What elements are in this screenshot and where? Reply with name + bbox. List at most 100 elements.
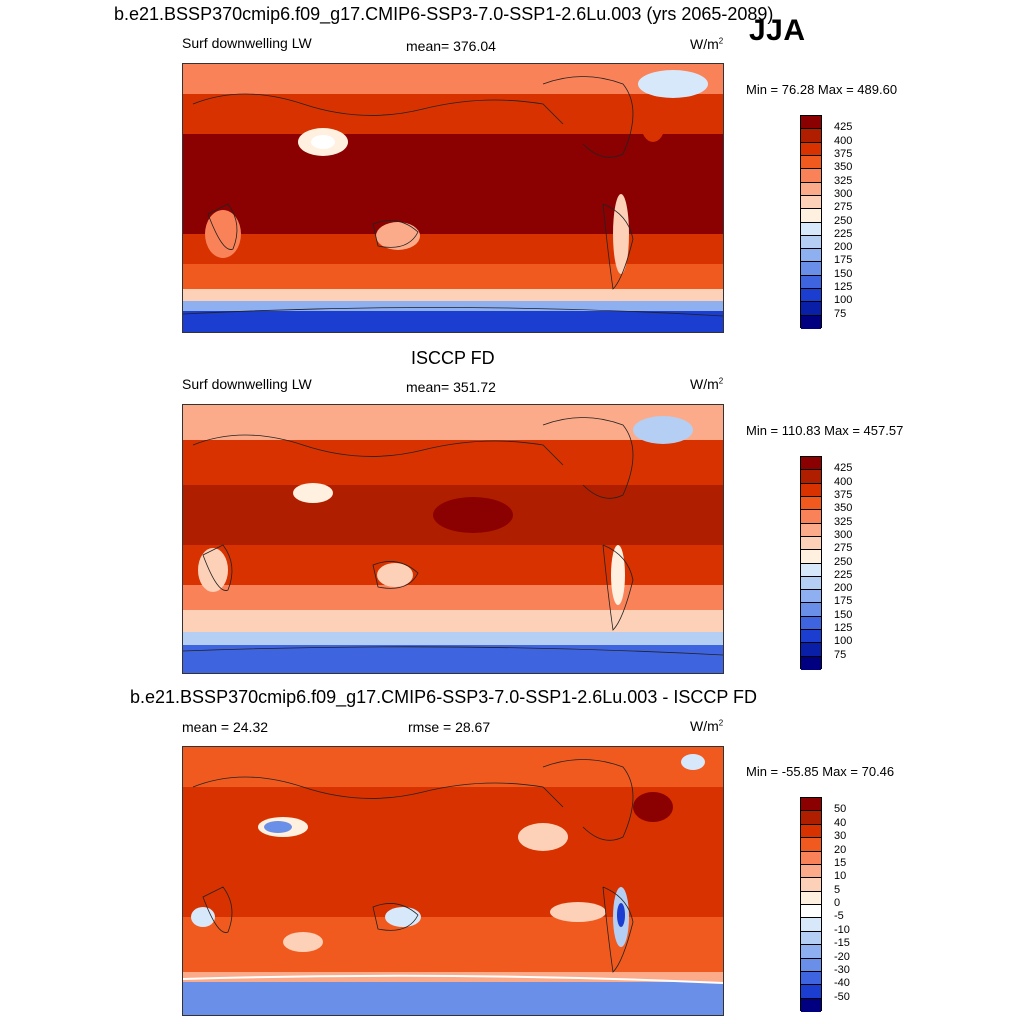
colorbar-tick-label: 40 <box>834 816 847 829</box>
colorbar-segment <box>801 905 821 919</box>
panel-1-colorbar <box>800 115 822 329</box>
figure-title: b.e21.BSSP370cmip6.f09_g17.CMIP6-SSP3-7.… <box>114 4 774 24</box>
colorbar-tick-label: 150 <box>834 267 853 280</box>
panel-1-map-svg <box>183 64 723 332</box>
panel-2-title: ISCCP FD <box>411 348 495 368</box>
panel-2-mean-label: mean= 351.72 <box>406 379 496 395</box>
colorbar-tick-label: 20 <box>834 843 847 856</box>
colorbar-tick-label: 50 <box>834 803 847 816</box>
colorbar-segment <box>801 838 821 852</box>
colorbar-tick-label: 300 <box>834 187 853 200</box>
colorbar-tick-label: -30 <box>834 963 850 976</box>
colorbar-tick-label: 150 <box>834 608 853 621</box>
colorbar-tick-label: 125 <box>834 622 853 635</box>
panel-2-variable-label: Surf downwelling LW <box>182 376 312 392</box>
colorbar-tick-label: 125 <box>834 281 853 294</box>
colorbar-segment <box>801 643 821 657</box>
colorbar-segment <box>801 931 821 946</box>
colorbar-segment <box>801 798 821 812</box>
colorbar-tick-label: 425 <box>834 121 853 134</box>
colorbar-segment <box>801 945 821 959</box>
colorbar-tick-label: 0 <box>834 897 841 909</box>
colorbar-tick-label: 400 <box>834 134 853 147</box>
panel-3-title: b.e21.BSSP370cmip6.f09_g17.CMIP6-SSP3-7.… <box>130 687 758 707</box>
colorbar-segment <box>801 998 821 1012</box>
colorbar-segment <box>801 985 821 999</box>
colorbar-segment <box>801 275 821 290</box>
colorbar-segment <box>801 470 821 484</box>
colorbar-segment <box>801 302 821 316</box>
colorbar-tick-label: 30 <box>834 830 847 843</box>
panel-3-rmse-label: rmse = 28.67 <box>408 719 491 735</box>
colorbar-tick-label: 100 <box>834 635 853 648</box>
colorbar-segment <box>801 590 821 604</box>
colorbar-tick-label: 375 <box>834 147 853 160</box>
panel-1-mean-label: mean= 376.04 <box>406 38 496 54</box>
colorbar-tick-label: 225 <box>834 568 853 581</box>
panel-1-variable-label: Surf downwelling LW <box>182 35 312 51</box>
colorbar-segment <box>801 918 821 932</box>
colorbar-segment <box>801 182 821 196</box>
colorbar-segment <box>801 616 821 631</box>
panel-3-minmax: Min = -55.85 Max = 70.46 <box>746 764 895 779</box>
colorbar-segment <box>801 550 821 564</box>
colorbar-tick-label: -10 <box>834 923 850 936</box>
colorbar-tick-label: 250 <box>834 214 853 227</box>
colorbar-tick-label: 350 <box>834 502 853 515</box>
colorbar-segment <box>801 249 821 263</box>
colorbar-segment <box>801 483 821 497</box>
panel-3-map-svg <box>183 747 723 1015</box>
colorbar-segment <box>801 142 821 156</box>
colorbar-segment <box>801 891 821 905</box>
colorbar-segment <box>801 864 821 879</box>
colorbar-segment <box>801 235 821 250</box>
colorbar-segment <box>801 536 821 551</box>
season-label: JJA <box>749 14 806 47</box>
colorbar-tick-label: -40 <box>834 977 850 990</box>
colorbar-segment <box>801 496 821 511</box>
colorbar-segment <box>801 155 821 170</box>
colorbar-segment <box>801 116 821 130</box>
colorbar-segment <box>801 811 821 825</box>
colorbar-tick-label: 350 <box>834 161 853 174</box>
panel-2-map <box>182 404 724 674</box>
colorbar-segment <box>801 523 821 537</box>
colorbar-tick-label: 75 <box>834 307 847 320</box>
colorbar-tick-label: 100 <box>834 294 853 307</box>
colorbar-tick-label: 325 <box>834 515 853 528</box>
colorbar-tick-label: 175 <box>834 595 853 608</box>
colorbar-tick-label: 225 <box>834 227 853 240</box>
colorbar-segment <box>801 563 821 577</box>
colorbar-tick-label: 275 <box>834 542 853 555</box>
colorbar-tick-label: 375 <box>834 488 853 501</box>
colorbar-segment <box>801 603 821 617</box>
colorbar-tick-label: -20 <box>834 950 850 963</box>
colorbar-segment <box>801 576 821 591</box>
colorbar-tick-label: -50 <box>834 990 850 1003</box>
colorbar-segment <box>801 510 821 524</box>
colorbar-tick-label: 75 <box>834 648 847 661</box>
panel-3-map <box>182 746 724 1016</box>
colorbar-segment <box>801 878 821 892</box>
colorbar-tick-label: 400 <box>834 475 853 488</box>
colorbar-segment <box>801 262 821 276</box>
panel-1-map <box>182 63 724 333</box>
colorbar-segment <box>801 169 821 183</box>
colorbar-segment <box>801 129 821 143</box>
colorbar-segment <box>801 656 821 670</box>
panel-2-minmax: Min = 110.83 Max = 457.57 <box>746 423 904 438</box>
panel-3-mean-label: mean = 24.32 <box>182 719 269 735</box>
colorbar-segment <box>801 209 821 223</box>
colorbar-segment <box>801 824 821 839</box>
panel-3-colorbar <box>800 797 822 1012</box>
colorbar-segment <box>801 195 821 210</box>
colorbar-segment <box>801 222 821 236</box>
colorbar-tick-label: 200 <box>834 582 853 595</box>
colorbar-segment <box>801 315 821 329</box>
colorbar-segment <box>801 457 821 471</box>
colorbar-tick-label: 10 <box>834 870 847 883</box>
colorbar-tick-label: 175 <box>834 254 853 267</box>
colorbar-tick-label: 15 <box>834 856 847 869</box>
panel-1-units: W/m2 <box>690 36 724 52</box>
colorbar-segment <box>801 851 821 865</box>
